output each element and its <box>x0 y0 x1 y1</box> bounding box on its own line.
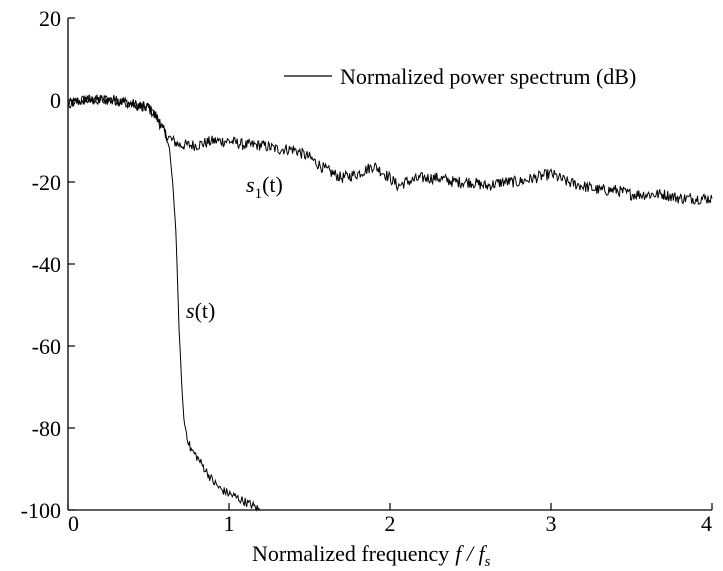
legend: Normalized power spectrum (dB) <box>284 64 636 89</box>
y-tick-label: 20 <box>39 6 61 31</box>
x-axis-title-sub: s <box>485 554 491 570</box>
x-tick-label: 3 <box>546 511 557 536</box>
x-tick-label: 0 <box>68 511 79 536</box>
y-tick-label: -100 <box>21 498 61 523</box>
series-label-s-main: s <box>186 298 195 323</box>
legend-entry-text: Normalized power spectrum (dB) <box>340 64 636 89</box>
x-axis-title-math: f / f <box>455 541 487 566</box>
y-tick-label: -60 <box>32 334 61 359</box>
x-tick-label: 4 <box>701 511 712 536</box>
x-tick-label: 2 <box>385 511 396 536</box>
x-axis-title: Normalized frequency f / fs <box>252 541 491 570</box>
series-label-s-arg: (t) <box>195 298 216 323</box>
series-line-s1 <box>67 94 713 205</box>
y-tick-label: -20 <box>32 170 61 195</box>
series-label-s1: s1(t) <box>246 172 283 202</box>
axis-ticks: 20 0 -20 -40 -60 -80 -100 0 1 2 3 4 <box>21 6 713 536</box>
series-line-s <box>67 94 261 512</box>
plot-series <box>67 94 713 512</box>
x-axis-title-text: Normalized frequency <box>252 541 449 566</box>
y-tick-label: 0 <box>50 88 61 113</box>
x-tick-label: 1 <box>224 511 235 536</box>
series-label-s: s(t) <box>186 298 215 323</box>
series-label-s1-arg: (t) <box>262 172 283 197</box>
series-label-s1-sub: 1 <box>255 186 263 202</box>
y-tick-label: -80 <box>32 416 61 441</box>
series-label-s1-main: s <box>246 172 255 197</box>
y-tick-label: -40 <box>32 252 61 277</box>
